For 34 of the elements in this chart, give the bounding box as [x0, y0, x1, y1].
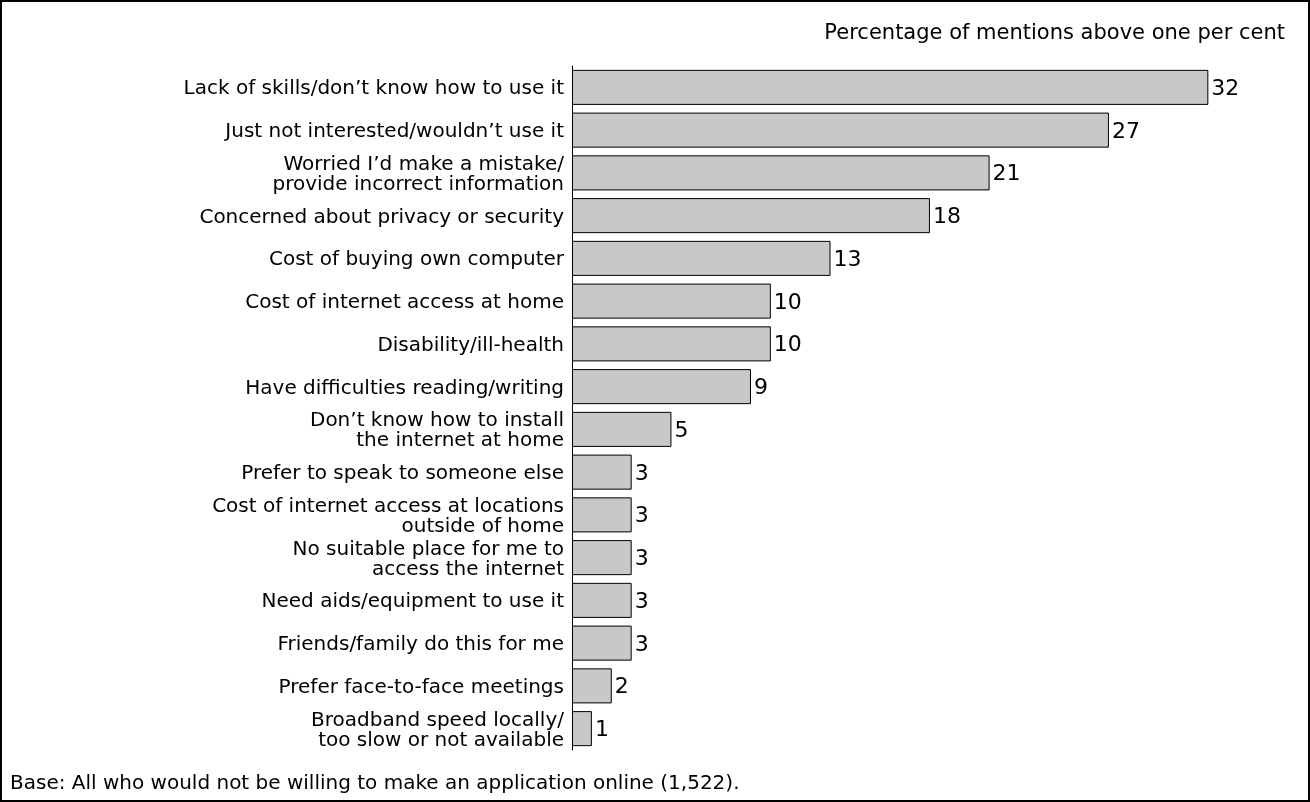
y-tick-label: Worried I’d make a mistake/ provide incorrect information [272, 150, 565, 195]
y-tick-label: Concerned about privacy or security [199, 203, 565, 228]
data-label: 27 [1111, 117, 1140, 143]
data-label: 13 [833, 245, 862, 271]
y-tick-label: Cost of internet access at locations outside of home [212, 492, 564, 537]
data-label: 9 [753, 374, 768, 400]
y-tick-label: Cost of internet access at home [245, 289, 564, 314]
y-tick-label: Have difficulties reading/writing [245, 374, 564, 399]
data-label: 3 [634, 630, 649, 656]
chart-title: Percentage of mentions above one per cent [824, 19, 1286, 44]
data-label: 2 [614, 673, 629, 699]
data-label: 3 [634, 502, 649, 528]
data-label: 32 [1211, 74, 1240, 100]
y-tick-label: Just not interested/wouldn’t use it [223, 118, 565, 143]
y-tick-label: Don’t know how to install the internet at home [309, 407, 564, 452]
data-label: 10 [773, 288, 802, 314]
data-label: 1 [594, 716, 609, 742]
y-tick-label: Disability/ill-health [377, 331, 564, 356]
data-label: 21 [992, 160, 1021, 186]
y-tick-label: Cost of buying own computer [268, 246, 565, 271]
y-tick-label: Friends/family do this for me [277, 631, 564, 656]
y-tick-label: Lack of skills/don’t know how to use it [183, 75, 565, 100]
y-tick-label: Prefer face-to-face meetings [278, 673, 564, 698]
y-tick-label: No suitable place for me to access the internet [292, 535, 565, 580]
text: Base: All who would not be willing to make an application online (1,522). [10, 770, 740, 794]
y-tick-label: Need aids/equipment to use it [261, 588, 565, 613]
data-label: 3 [634, 545, 649, 571]
y-tick-label: Prefer to speak to someone else [241, 460, 564, 485]
data-label: 10 [773, 331, 802, 357]
data-label: 3 [634, 459, 649, 485]
y-tick-label: Broadband speed locally/ too slow or not available [311, 706, 565, 751]
data-label: 18 [932, 203, 961, 229]
data-label: 5 [674, 416, 689, 442]
data-label: 3 [634, 587, 649, 613]
